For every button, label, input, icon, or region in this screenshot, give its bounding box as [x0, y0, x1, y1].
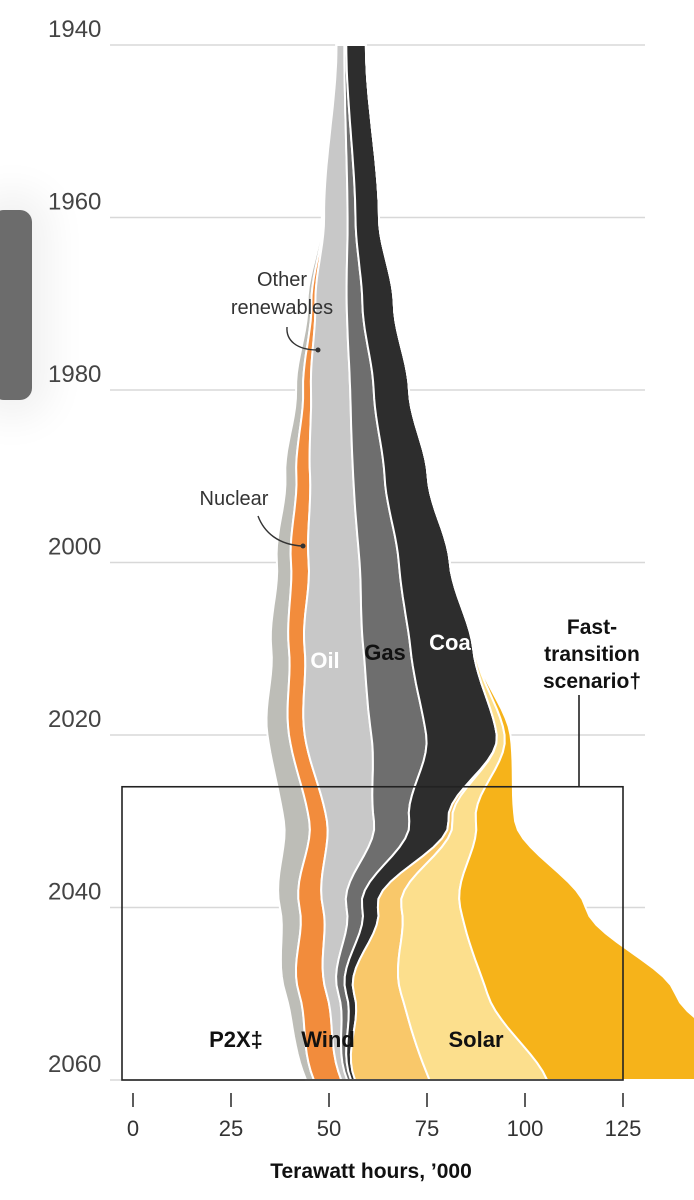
side-panel-tab[interactable] — [0, 210, 32, 400]
label-scenario-line-3: scenario† — [543, 670, 641, 693]
year-label-2040: 2040 — [48, 879, 101, 906]
x-tick-label-0: 0 — [127, 1116, 139, 1141]
label-oil: Oil — [310, 648, 339, 673]
label-nuclear: Nuclear — [200, 488, 269, 510]
x-tick-label-75: 75 — [415, 1116, 439, 1141]
x-tick-label-50: 50 — [317, 1116, 341, 1141]
label-gas: Gas — [364, 640, 406, 665]
year-label-2060: 2060 — [48, 1051, 101, 1078]
year-label-1940: 1940 — [48, 16, 101, 43]
other-renewables-leader-dot — [315, 347, 321, 353]
nuclear-leader-dot — [300, 543, 306, 549]
label-p2x: P2X‡ — [209, 1027, 263, 1052]
label-other-renewables-line-1: Other — [257, 269, 307, 291]
label-coal: Coal — [429, 630, 477, 655]
year-label-2020: 2020 — [48, 706, 101, 733]
label-scenario-line-2: transition — [544, 643, 640, 666]
other-renewables-leader-line — [286, 326, 319, 351]
year-label-1980: 1980 — [48, 361, 101, 388]
x-tick-label-125: 125 — [605, 1116, 642, 1141]
label-scenario-line-1: Fast- — [567, 616, 617, 639]
x-axis-title: Terawatt hours, ’000 — [270, 1160, 472, 1183]
label-wind: Wind — [301, 1027, 355, 1052]
label-solar: Solar — [448, 1027, 503, 1052]
nuclear-leader-line — [257, 515, 304, 547]
label-other-renewables-line-2: renewables — [231, 297, 333, 319]
x-tick-label-25: 25 — [219, 1116, 243, 1141]
stream-solar — [364, 44, 694, 1081]
x-tick-label-100: 100 — [507, 1116, 544, 1141]
year-label-1960: 1960 — [48, 189, 101, 216]
scenario-box — [121, 785, 624, 1081]
year-label-2000: 2000 — [48, 534, 101, 561]
